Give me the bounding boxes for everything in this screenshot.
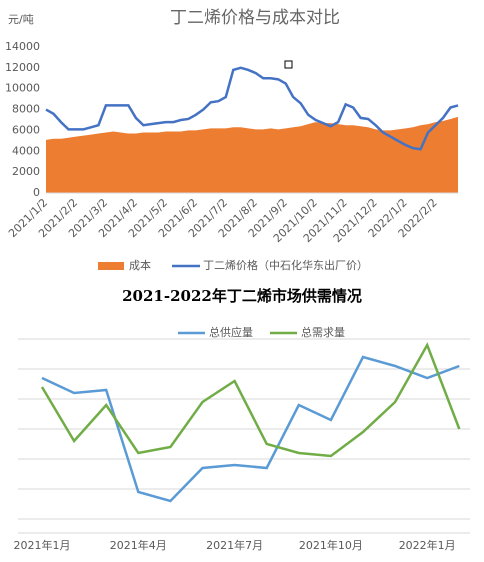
x-tick-label: 2022年1月 (399, 538, 456, 552)
y-tick-label: 10000 (5, 82, 40, 95)
y-tick-label: 8000 (12, 103, 40, 116)
y-tick-label: 0 (33, 186, 40, 199)
legend-swatch (98, 262, 124, 270)
line (45, 66, 459, 151)
line (40, 342, 461, 458)
y-axis-label: 元/吨 (8, 13, 34, 26)
legend-label: 总供应量 (209, 325, 253, 339)
x-tick-label: 2021年7月 (206, 538, 263, 552)
y-tick-label: 4000 (12, 144, 40, 157)
legend-label: 丁二烯价格（中石化华东出厂价） (203, 258, 368, 272)
y-tick-label: 2000 (12, 165, 40, 178)
line (41, 355, 460, 503)
legend-label: 成本 (129, 258, 151, 272)
x-tick-label: 2021年10月 (299, 538, 363, 552)
x-tick-label: 2021年1月 (14, 538, 71, 552)
x-tick-label: 2021年4月 (110, 538, 167, 552)
icon (284, 60, 293, 69)
legend-label: 总需求量 (301, 325, 345, 339)
y-tick-label: 6000 (12, 123, 40, 136)
chart-title: 2021-2022年丁二烯市场供需情况 (122, 287, 362, 305)
area (46, 116, 458, 193)
chart-title: 丁二烯价格与成本对比 (170, 8, 340, 28)
y-tick-label: 12000 (5, 61, 40, 74)
y-tick-label: 14000 (5, 40, 40, 53)
